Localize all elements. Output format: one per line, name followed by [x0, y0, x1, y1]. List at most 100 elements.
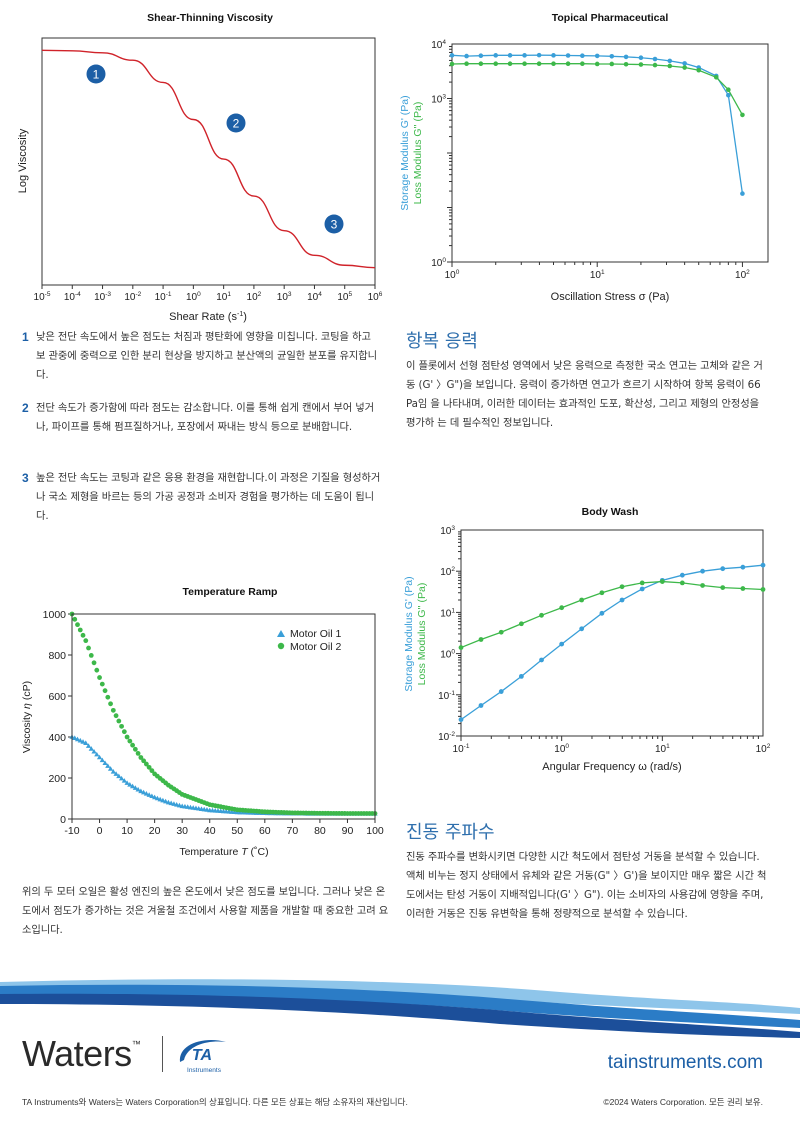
temp-chart: -10 0 10 20 30 40 50 60 70 80 90 100020040060080010… — [21, 609, 384, 858]
motor-oil-1-point — [74, 736, 81, 742]
topical-storage-point — [522, 53, 527, 58]
motor-oil-1-point — [107, 766, 114, 771]
topical-loss-point — [726, 87, 731, 93]
motor-oil-1-point — [99, 757, 105, 763]
bodywash-loss-point — [700, 583, 705, 588]
motor-oil-1-point — [116, 773, 122, 779]
point-1-number: 1 — [22, 330, 29, 344]
motor-oil-1-point — [163, 798, 169, 804]
topical-storage-point — [507, 53, 513, 58]
motor-oil-2-point — [83, 638, 89, 644]
motor-oil-1-point — [88, 746, 94, 751]
waters-logo-text: Waters — [22, 1033, 132, 1074]
bodywash-storage-point — [700, 568, 705, 574]
bodywash-chart-title: Body Wash — [581, 506, 639, 518]
topical-loss-point — [478, 61, 484, 67]
shear-x-tick-label: 10-2 — [124, 291, 141, 303]
motor-oil-1-point — [141, 789, 147, 795]
temp-x-tick-label: 70 — [287, 825, 299, 837]
temp-y-tick-label: 0 — [60, 814, 66, 826]
motor-oil-1-point — [121, 778, 127, 783]
bodywash-storage-point — [559, 641, 565, 647]
website-url[interactable]: tainstruments.com — [607, 1052, 763, 1073]
shear-x-tick-label: 106 — [368, 291, 383, 303]
legend-motor-oil-1: Motor Oil 1 — [290, 628, 342, 640]
motor-oil-2-point — [75, 622, 80, 628]
waters-logo: Waters™ — [22, 1033, 141, 1075]
shear-y-label: Log Viscosity — [17, 128, 29, 193]
point-1-text: 낮은 전단 속도에서 높은 점도는 처짐과 평탄화에 영향을 미칩니다. 코팅을… — [36, 331, 378, 381]
bodywash-x-tick-label: 101 — [655, 743, 670, 755]
bodywash-x-tick-label: 102 — [756, 743, 771, 755]
temp-x-tick-label: 40 — [204, 825, 216, 837]
shear-x-label: Shear Rate (s-1) — [169, 311, 247, 323]
ta-logo-mark: TA — [192, 1047, 212, 1064]
topical-loss-point — [696, 67, 702, 73]
topical-series-storage-line — [451, 54, 744, 194]
motor-oil-2-point — [102, 688, 108, 694]
bodywash-y-tick-label: 102 — [440, 566, 455, 578]
shear-marker-2: 2 — [226, 113, 246, 133]
bodywash-storage-point — [579, 626, 585, 632]
yield-heading: 항복 응력 — [406, 331, 478, 352]
shear-marker-1-label: 1 — [93, 68, 100, 82]
shear-x-tick-label: 102 — [247, 291, 262, 303]
bodywash-storage-point — [539, 657, 544, 663]
temp-x-label: Temperature T (˚C) — [179, 846, 268, 858]
bodywash-loss-point — [458, 645, 464, 650]
motor-oil-2-point — [141, 758, 147, 764]
bodywash-loss-point — [619, 584, 625, 590]
topical-loss-point — [594, 61, 600, 67]
topical-storage-point — [594, 53, 600, 59]
topical-storage-point — [493, 53, 499, 58]
motor-oil-2-point — [108, 701, 113, 707]
shear-x-ticks: 10-5 10-4 10-3 10-2 10-1 100 101 102 103 104 105 10… — [34, 285, 383, 303]
temp-x-tick-label: 20 — [149, 825, 161, 837]
topical-y-tick-label: 100 — [431, 257, 446, 269]
shear-x-tick-label: 10-4 — [64, 291, 81, 303]
bodywash-storage-point — [619, 597, 625, 603]
topical-x-tick-label: 102 — [735, 269, 750, 281]
motor-oil-2-point — [86, 645, 91, 651]
bodywash-y-tick-label: 103 — [440, 525, 455, 537]
shear-x-tick-label: 103 — [277, 291, 292, 303]
point-3-number: 3 — [22, 471, 29, 485]
motor-oil-1-point — [83, 740, 89, 745]
motor-oil-2-point — [124, 734, 130, 740]
motor-oil-2-point — [94, 667, 100, 673]
topical-storage-point — [652, 56, 658, 62]
motor-oil-2-point — [91, 660, 97, 666]
motor-oil-2-point — [149, 768, 155, 774]
motor-oil-1-point — [72, 735, 78, 741]
ta-instruments-logo: TA Instruments — [179, 1040, 226, 1074]
topical-storage-point — [536, 52, 542, 58]
temp-body: 위의 두 모터 오일은 활성 엔진의 높은 온도에서 낮은 점도를 보입니다. … — [22, 886, 389, 936]
motor-oil-2-point — [132, 746, 138, 752]
bodywash-loss-point — [559, 605, 565, 611]
legend-circle-icon — [277, 642, 285, 650]
topical-loss-point — [580, 61, 585, 67]
topical-loss-point — [464, 61, 469, 67]
topical-loss-point — [507, 61, 513, 67]
motor-oil-1-point — [85, 743, 92, 748]
shear-x-tick-label: 10-3 — [94, 291, 111, 303]
bodywash-loss-point — [518, 621, 524, 627]
temp-x-tick-label: 90 — [342, 825, 354, 837]
motor-oil-2-point — [72, 616, 78, 622]
motor-oil-2-point — [80, 632, 86, 638]
topical-y-label-storage: Storage Modulus G' (Pa) — [399, 95, 411, 210]
topical-storage-point — [726, 92, 731, 98]
shear-x-tick-label: 101 — [216, 291, 231, 303]
motor-oil-1-point — [91, 748, 97, 754]
osc-body: 진동 주파수를 변화시키면 다양한 시간 척도에서 점탄성 거동을 분석할 수 … — [406, 851, 767, 920]
copyright-text: ©2024 Waters Corporation. 모든 권리 보유. — [603, 1097, 763, 1107]
topical-storage-point — [638, 55, 644, 61]
shear-chart-title: Shear-Thinning Viscosity — [147, 12, 273, 24]
motor-oil-1-point — [77, 737, 83, 743]
motor-oil-1-point — [105, 763, 111, 768]
bodywash-x-label: Angular Frequency ω (rad/s) — [542, 761, 681, 773]
bodywash-loss-point — [720, 585, 726, 590]
footer-wave — [0, 979, 800, 1038]
temp-y-tick-label: 800 — [48, 650, 66, 662]
bodywash-storage-point — [518, 673, 524, 679]
